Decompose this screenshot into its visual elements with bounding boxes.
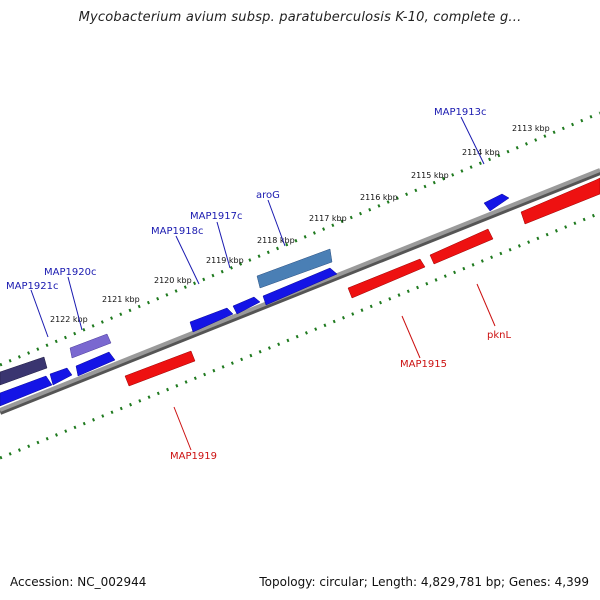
forward-labels: MAP1913c aroG MAP1917c MAP1918c MAP1920c…: [6, 107, 486, 292]
scale-labels: 2113 kbp 2114 kbp 2115 kbp 2116 kbp 2117…: [50, 124, 550, 324]
gene-aroG[interactable]: [256, 248, 333, 289]
tick-label: 2121 kbp: [102, 295, 140, 304]
reverse-labels: pknL MAP1915 MAP1919: [170, 330, 511, 462]
reverse-leaders: [173, 283, 496, 451]
upper-tick-row: [0, 111, 600, 367]
gene-MAP1915[interactable]: [347, 258, 426, 299]
gene-MAP1920c[interactable]: [69, 333, 112, 359]
map-title: Mycobacterium avium subsp. paratuberculo…: [78, 10, 522, 25]
gene-MAP1920c-b[interactable]: [75, 351, 116, 377]
forward-leaders: [30, 116, 485, 338]
reverse-genes[interactable]: [124, 177, 600, 387]
tick-label: 2117 kbp: [309, 214, 347, 223]
gene-left-blue[interactable]: [0, 375, 53, 407]
genome-summary-text: Topology: circular; Length: 4,829,781 bp…: [259, 575, 589, 589]
gene-label-MAP1915[interactable]: MAP1915: [400, 359, 447, 370]
tick-label: 2119 kbp: [206, 256, 244, 265]
gene-MAP1917c-a[interactable]: [262, 267, 338, 306]
gene-label-MAP1913c[interactable]: MAP1913c: [434, 107, 486, 118]
tick-label: 2118 kbp: [257, 236, 295, 245]
tick-label: 2122 kbp: [50, 315, 88, 324]
gene-label-MAP1921c[interactable]: MAP1921c: [6, 281, 58, 292]
gene-MAP1913c[interactable]: [483, 193, 510, 212]
tick-label: 2120 kbp: [154, 276, 192, 285]
gene-MAP1919[interactable]: [124, 350, 196, 387]
gene-right-red[interactable]: [520, 177, 600, 225]
gene-label-MAP1919[interactable]: MAP1919: [170, 451, 217, 462]
gene-pknL[interactable]: [429, 228, 494, 265]
gene-MAP1917c-b[interactable]: [232, 296, 261, 315]
tick-label: 2115 kbp: [411, 171, 449, 180]
tick-label: 2116 kbp: [360, 193, 398, 202]
tick-label: 2113 kbp: [512, 124, 550, 133]
gene-label-MAP1918c[interactable]: MAP1918c: [151, 226, 203, 237]
gene-MAP1918c[interactable]: [189, 307, 234, 333]
gene-label-pknL[interactable]: pknL: [487, 330, 511, 341]
gene-label-MAP1920c[interactable]: MAP1920c: [44, 267, 96, 278]
gene-MAP1921c[interactable]: [0, 356, 48, 386]
accession-text: Accession: NC_002944: [10, 575, 147, 589]
gene-MAP1921c-b[interactable]: [49, 367, 73, 386]
gene-label-aroG[interactable]: aroG: [256, 190, 280, 201]
lower-tick-row: [0, 211, 600, 460]
tick-label: 2114 kbp: [462, 148, 500, 157]
forward-genes[interactable]: [0, 193, 510, 407]
gene-label-MAP1917c[interactable]: MAP1917c: [190, 211, 242, 222]
